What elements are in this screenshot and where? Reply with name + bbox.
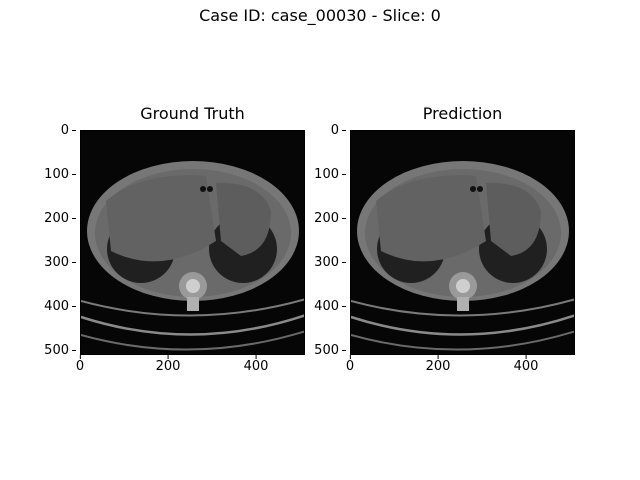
- y-tick: 100: [314, 168, 346, 181]
- y-tick: 500: [314, 344, 346, 357]
- y-tick: 500: [44, 344, 76, 357]
- prediction-panel: Prediction 0 100 200 300 400 500 0 200 4…: [314, 104, 575, 374]
- x-tick: 200: [155, 355, 181, 374]
- x-tick: 400: [513, 355, 539, 374]
- y-tick: 400: [314, 300, 346, 313]
- y-tick: 200: [44, 212, 76, 225]
- y-tick: 100: [44, 168, 76, 181]
- y-tick: 300: [314, 256, 346, 269]
- x-tick: 200: [425, 355, 451, 374]
- prediction-image: [350, 130, 575, 355]
- x-tick: 400: [243, 355, 269, 374]
- ground-truth-image: [80, 130, 305, 355]
- ct-slice-image: [351, 131, 574, 354]
- ground-truth-panel: Ground Truth 0 100 200: [44, 104, 305, 374]
- prediction-title: Prediction: [422, 104, 503, 123]
- ground-truth-title: Ground Truth: [140, 104, 245, 123]
- figure-title: Case ID: case_00030 - Slice: 0: [199, 6, 441, 25]
- y-tick: 300: [44, 256, 76, 269]
- y-tick: 0: [331, 124, 346, 137]
- y-tick: 0: [61, 124, 76, 137]
- ct-slice-image: [81, 131, 304, 354]
- x-tick: 0: [345, 355, 355, 374]
- y-tick: 200: [314, 212, 346, 225]
- y-tick: 400: [44, 300, 76, 313]
- x-tick: 0: [75, 355, 85, 374]
